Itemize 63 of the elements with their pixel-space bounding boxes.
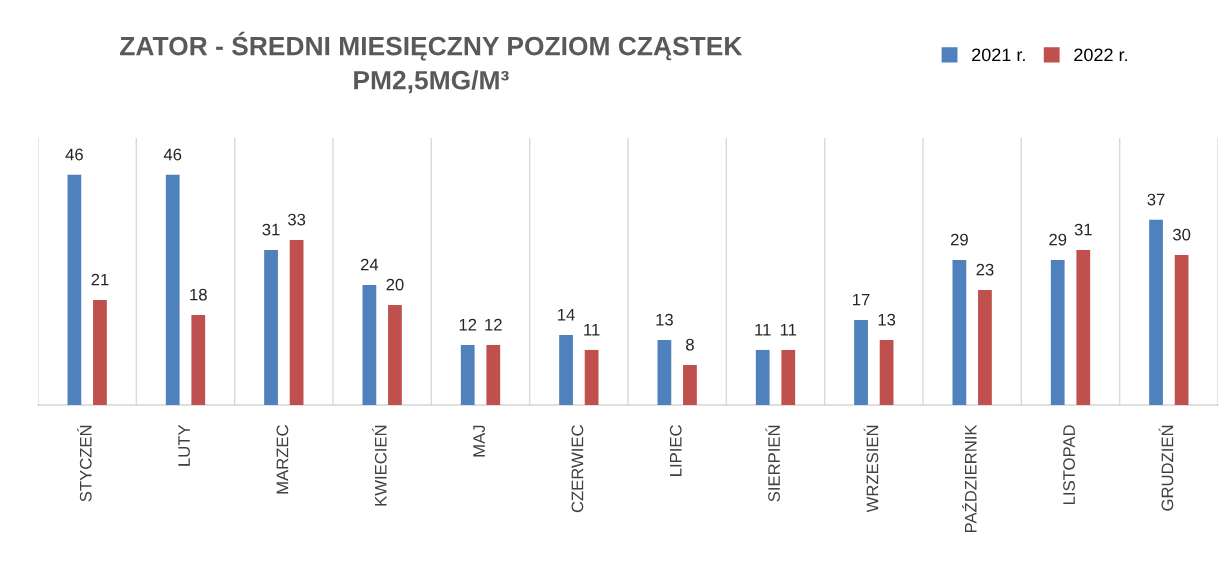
data-label: 11 [584,323,600,336]
x-tick-label: WRZESIEŃ [863,425,879,513]
chart-title: ZATOR - ŚREDNI MIESIĘCZNY POZIOM CZĄSTEK PM2,5MG/M³ [120,31,743,94]
bar [1149,219,1163,405]
legend-label: 2022 r. [1074,48,1127,62]
data-label: 8 [686,338,694,351]
bar [978,289,992,405]
bar [388,304,402,405]
bar [952,259,967,405]
bar [67,174,82,405]
bar [93,299,107,405]
data-label: 21 [91,273,109,286]
bar [362,284,377,405]
bar [1174,254,1189,405]
data-label: 37 [1147,193,1165,206]
data-label: 23 [976,263,994,276]
x-tick-label: MARZEC [276,425,289,494]
x-tick-label: KWIECIEŃ [372,425,387,506]
data-label: 46 [163,148,182,161]
bar [657,339,672,405]
x-tick-label: MAJ [473,425,485,457]
data-label: 24 [360,258,379,271]
bar [191,314,206,405]
data-label: 20 [386,278,404,291]
data-label: 30 [1172,228,1191,241]
bar [879,339,894,405]
x-tick-label: SIERPIEŃ [765,425,780,502]
bar [264,249,278,405]
data-label: 29 [1049,233,1067,246]
bar [755,349,770,405]
data-label: 46 [65,148,83,161]
data-label: 31 [262,223,280,236]
x-tick-label: LUTY [178,424,190,466]
data-label: 29 [950,233,968,246]
bar [854,319,868,405]
x-tick-label: PAŹDZIERNIK [962,424,977,533]
data-label: 12 [459,318,477,331]
data-label: 33 [287,213,306,226]
data-label: 31 [1074,223,1092,236]
data-label: 13 [878,313,896,326]
legend-label: 2021 r. [972,48,1025,62]
bar [1076,249,1091,405]
bar [683,364,697,405]
data-label: 12 [485,318,502,331]
bar [559,334,573,405]
x-tick-label: GRUDZIEŃ [1158,425,1174,511]
x-tick-label: CZERWIEC [571,425,584,513]
x-tick-label: STYCZEŃ [77,425,92,502]
bar [781,349,796,405]
data-label: 18 [190,288,207,301]
bar [165,174,180,405]
bar [584,349,599,405]
bar [486,344,501,405]
data-label: 17 [853,293,870,306]
data-label: 11 [780,323,797,336]
bar [460,344,475,405]
data-label: 13 [656,313,673,326]
x-tick-label: LISTOPAD [1063,425,1075,504]
data-label: 11 [755,323,771,336]
bar [289,239,304,405]
bar [1050,259,1065,405]
x-tick-label: LIPIEC [669,425,682,476]
data-label: 14 [558,308,575,321]
